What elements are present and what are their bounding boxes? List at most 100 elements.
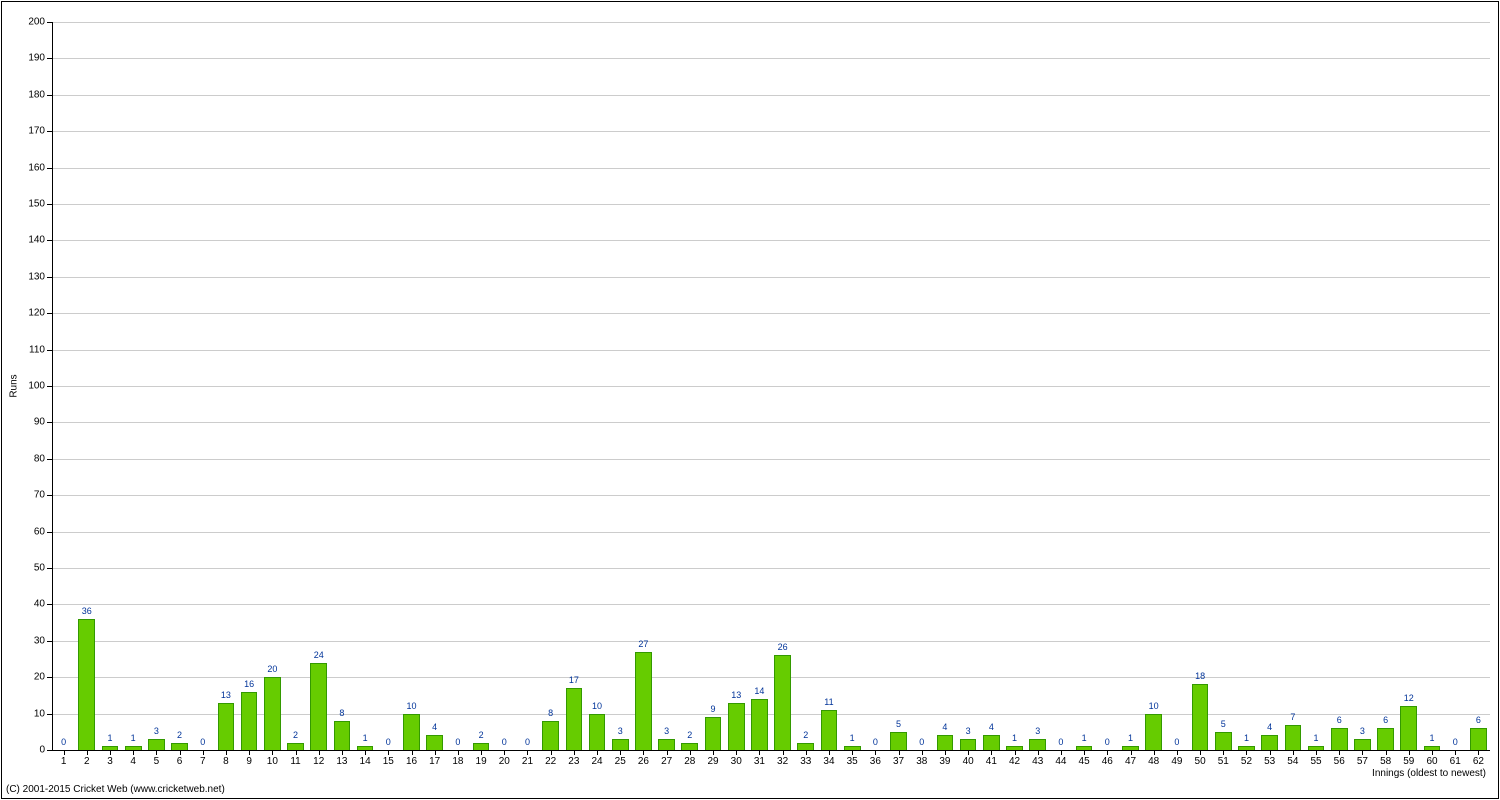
ytick-label: 200 (28, 17, 45, 28)
xtick-mark (342, 750, 343, 755)
bar-value-label: 0 (61, 737, 66, 747)
xtick-label: 30 (731, 756, 742, 767)
bar-value-label: 3 (618, 726, 623, 736)
xtick-label: 52 (1241, 756, 1252, 767)
bar (983, 735, 1000, 750)
ytick-label: 130 (28, 271, 45, 282)
xtick-label: 42 (1009, 756, 1020, 767)
bar-value-label: 10 (406, 701, 416, 711)
bar-value-label: 2 (479, 730, 484, 740)
xtick-mark (388, 750, 389, 755)
bar-value-label: 6 (1337, 715, 1342, 725)
xtick-label: 29 (707, 756, 718, 767)
xtick-mark (296, 750, 297, 755)
bar-value-label: 1 (1012, 733, 1017, 743)
xtick-mark (875, 750, 876, 755)
ytick-label: 150 (28, 199, 45, 210)
bar-value-label: 16 (244, 679, 254, 689)
ytick-label: 180 (28, 89, 45, 100)
bar (797, 743, 814, 750)
xtick-label: 44 (1055, 756, 1066, 767)
xtick-label: 2 (84, 756, 90, 767)
bar-value-label: 10 (592, 701, 602, 711)
ytick-label: 140 (28, 235, 45, 246)
xtick-mark (1154, 750, 1155, 755)
gridline (52, 568, 1490, 569)
xtick-mark (1177, 750, 1178, 755)
bar-value-label: 3 (664, 726, 669, 736)
bar-value-label: 0 (1058, 737, 1063, 747)
bar-value-label: 36 (82, 606, 92, 616)
ytick-label: 40 (34, 599, 45, 610)
xtick-label: 57 (1357, 756, 1368, 767)
bar-value-label: 0 (502, 737, 507, 747)
gridline (52, 495, 1490, 496)
chart-frame: 0102030405060708090100110120130140150160… (1, 1, 1499, 799)
bar (1285, 725, 1302, 750)
xtick-mark (736, 750, 737, 755)
xtick-label: 40 (963, 756, 974, 767)
bar-value-label: 0 (1105, 737, 1110, 747)
bar (960, 739, 977, 750)
ytick-label: 30 (34, 635, 45, 646)
bar-value-label: 9 (711, 704, 716, 714)
y-axis-title: Runs (9, 374, 20, 397)
bar-value-label: 2 (177, 730, 182, 740)
xtick-mark (1432, 750, 1433, 755)
bar-value-label: 0 (919, 737, 924, 747)
gridline (52, 386, 1490, 387)
bar (937, 735, 954, 750)
xtick-label: 31 (754, 756, 765, 767)
bar-value-label: 4 (432, 722, 437, 732)
bar (566, 688, 583, 750)
xtick-mark (551, 750, 552, 755)
xtick-mark (991, 750, 992, 755)
xtick-label: 54 (1287, 756, 1298, 767)
xtick-mark (1107, 750, 1108, 755)
bar-value-label: 4 (942, 722, 947, 732)
bar-value-label: 0 (1453, 737, 1458, 747)
bar (1377, 728, 1394, 750)
bar (1261, 735, 1278, 750)
bar (1331, 728, 1348, 750)
bar-value-label: 27 (638, 639, 648, 649)
bar-value-label: 8 (339, 708, 344, 718)
bar-value-label: 0 (200, 737, 205, 747)
bar (148, 739, 165, 750)
gridline (52, 168, 1490, 169)
x-axis-line (52, 750, 1490, 751)
ytick-label: 90 (34, 417, 45, 428)
xtick-mark (1386, 750, 1387, 755)
xtick-label: 14 (360, 756, 371, 767)
bar-value-label: 1 (131, 733, 136, 743)
xtick-label: 56 (1334, 756, 1345, 767)
bar (1354, 739, 1371, 750)
xtick-label: 11 (290, 756, 300, 767)
bar (681, 743, 698, 750)
bar (890, 732, 907, 750)
xtick-label: 34 (823, 756, 834, 767)
xtick-mark (899, 750, 900, 755)
bar (264, 677, 281, 750)
xtick-label: 25 (615, 756, 626, 767)
gridline (52, 131, 1490, 132)
xtick-label: 58 (1380, 756, 1391, 767)
bar-value-label: 13 (731, 690, 741, 700)
xtick-mark (226, 750, 227, 755)
y-axis-line (52, 22, 53, 750)
ytick-label: 10 (34, 708, 45, 719)
xtick-label: 3 (107, 756, 113, 767)
ytick-label: 60 (34, 526, 45, 537)
xtick-mark (527, 750, 528, 755)
xtick-label: 18 (452, 756, 463, 767)
ytick-label: 170 (28, 126, 45, 137)
xtick-label: 39 (939, 756, 950, 767)
bar-value-label: 18 (1195, 671, 1205, 681)
xtick-mark (412, 750, 413, 755)
ytick-label: 160 (28, 162, 45, 173)
bar-value-label: 2 (803, 730, 808, 740)
bar (612, 739, 629, 750)
xtick-label: 28 (684, 756, 695, 767)
xtick-label: 51 (1218, 756, 1229, 767)
bar (171, 743, 188, 750)
